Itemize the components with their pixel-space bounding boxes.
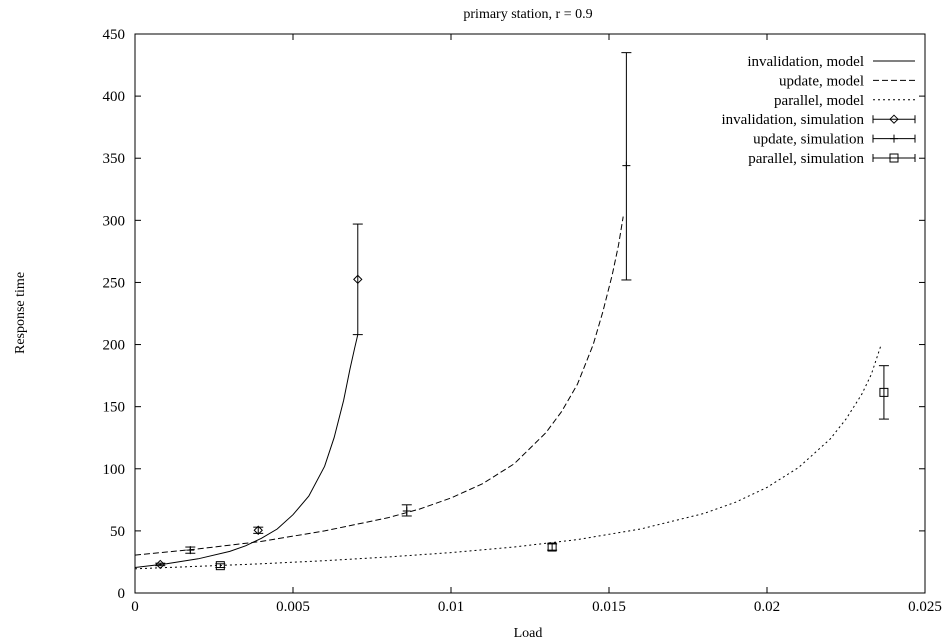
legend-item: invalidation, model [747,54,915,70]
data-point [155,559,165,570]
x-axis-label: Load [514,626,543,641]
y-tick-label: 150 [103,400,126,416]
data-point [622,161,631,170]
y-tick-label: 50 [110,524,125,540]
y-tick-label: 200 [103,338,126,354]
data-point [402,507,411,516]
data-point [879,387,889,397]
legend-marker [889,153,899,163]
series-5 [215,365,889,571]
legend-item: update, model [779,73,915,89]
series-0 [134,334,359,568]
y-tick-label: 100 [103,462,126,478]
x-tick-label: 0.01 [438,599,464,615]
legend-item: update, simulation [753,132,916,148]
x-tick-label: 0 [131,599,139,615]
legend-label: update, model [779,73,864,89]
model-curve [134,345,882,570]
series-4 [185,52,632,555]
y-tick-label: 0 [118,586,126,602]
x-tick-label: 0.02 [754,599,780,615]
legend-label: parallel, model [774,93,864,109]
legend-item: parallel, model [774,93,915,109]
legend: invalidation, model update, model parallel… [722,54,916,167]
model-curve [134,334,359,568]
y-tick-label: 400 [103,89,126,105]
legend-label: invalidation, model [747,54,864,70]
axes: 0 0.005 0.01 0.015 0.02 0.025 0 50 100 150 200 250 3… [103,27,942,615]
x-tick-label: 0.005 [276,599,310,615]
y-tick-label: 350 [103,151,126,167]
data-point [215,561,225,571]
model-curve [134,216,624,556]
x-tick-label: 0.025 [908,599,942,615]
y-axis-label: Response time [13,272,28,354]
series-1 [134,216,624,556]
legend-label: update, simulation [753,132,864,148]
y-tick-label: 250 [103,275,126,291]
data-point [186,546,195,555]
legend-label: parallel, simulation [748,151,864,167]
series-3 [155,223,363,570]
legend-marker [890,134,898,143]
plot-frame [134,33,926,594]
data-point [353,274,363,285]
legend-marker [889,114,899,124]
legend-label: invalidation, simulation [722,112,865,128]
legend-item: parallel, simulation [748,151,916,167]
x-tick-label: 0.015 [592,599,626,615]
series-2 [134,345,882,570]
data-point [547,542,557,552]
y-tick-label: 450 [103,27,126,43]
chart-title: primary station, r = 0.9 [463,7,592,22]
y-tick-label: 300 [103,213,126,229]
legend-item: invalidation, simulation [722,112,916,128]
plot-area [134,52,889,571]
data-point [253,525,263,535]
